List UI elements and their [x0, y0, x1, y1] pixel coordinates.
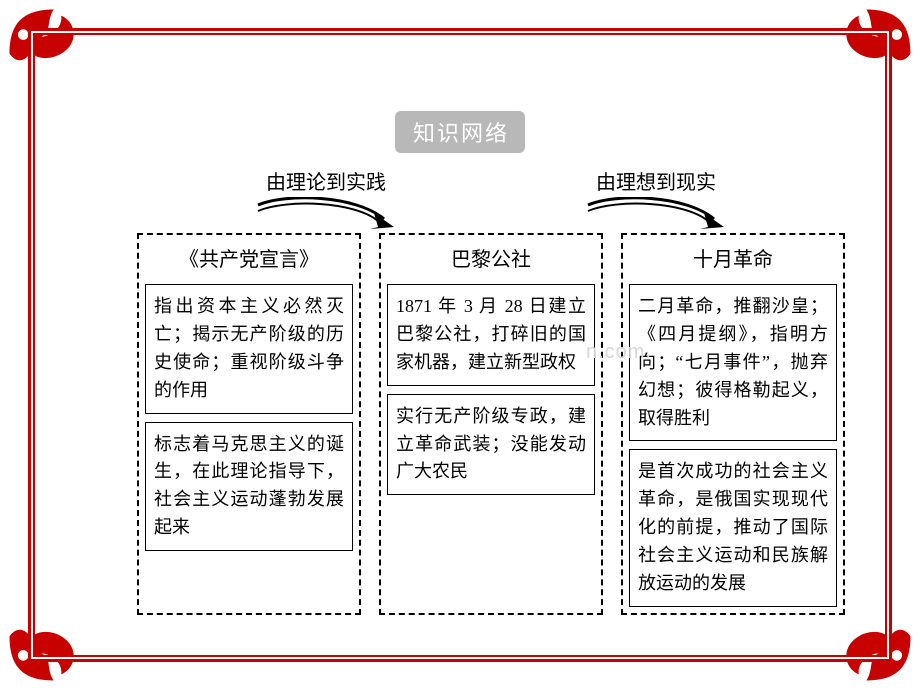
column-1: 《共产党宣言》 指出资本主义必然灭亡；揭示无产阶级的历史使命；重视阶级斗争的作用…	[137, 233, 361, 615]
column-2-box-1: 1871 年 3 月 28 日建立巴黎公社，打碎旧的国家机器，建立新型政权	[387, 284, 595, 386]
column-3-title: 十月革命	[629, 241, 837, 276]
arrow-block-right: 由理想到现实	[546, 166, 766, 231]
content-frame: 知识网络 由理论到实践 由理想到现实	[28, 28, 892, 662]
arrow-row: 由理论到实践 由理想到现实	[137, 166, 845, 231]
column-2: 巴黎公社 1871 年 3 月 28 日建立巴黎公社，打碎旧的国家机器，建立新型…	[379, 233, 603, 615]
column-1-box-1: 指出资本主义必然灭亡；揭示无产阶级的历史使命；重视阶级斗争的作用	[145, 284, 353, 414]
knowledge-diagram: 由理论到实践 由理想到现实 《共产党宣言》 指出资本主义必然灭亡；揭	[137, 166, 845, 615]
column-1-box-2: 标志着马克思主义的诞生，在此理论指导下，社会主义运动蓬勃发展起来	[145, 422, 353, 552]
column-1-title: 《共产党宣言》	[145, 241, 353, 276]
curved-arrow-icon	[576, 197, 736, 231]
column-2-title: 巴黎公社	[387, 241, 595, 276]
column-3: 十月革命 二月革命，推翻沙皇；《四月提纲》，指明方向；“七月事件”，抛弃幻想；彼…	[621, 233, 845, 615]
column-3-box-2: 是首次成功的社会主义革命，是俄国实现现代化的前提，推动了国际社会主义运动和民族解…	[629, 449, 837, 606]
arrow-label-left: 由理论到实践	[266, 166, 386, 195]
column-2-box-2: 实行无产阶级专政，建立革命武装；没能发动广大农民	[387, 394, 595, 496]
columns-row: 《共产党宣言》 指出资本主义必然灭亡；揭示无产阶级的历史使命；重视阶级斗争的作用…	[137, 233, 845, 615]
arrow-label-right: 由理想到现实	[596, 166, 716, 195]
section-badge: 知识网络	[395, 111, 525, 153]
column-3-box-1: 二月革命，推翻沙皇；《四月提纲》，指明方向；“七月事件”，抛弃幻想；彼得格勒起义…	[629, 284, 837, 441]
curved-arrow-icon	[246, 197, 406, 231]
arrow-block-left: 由理论到实践	[216, 166, 436, 231]
section-badge-text: 知识网络	[413, 121, 509, 146]
